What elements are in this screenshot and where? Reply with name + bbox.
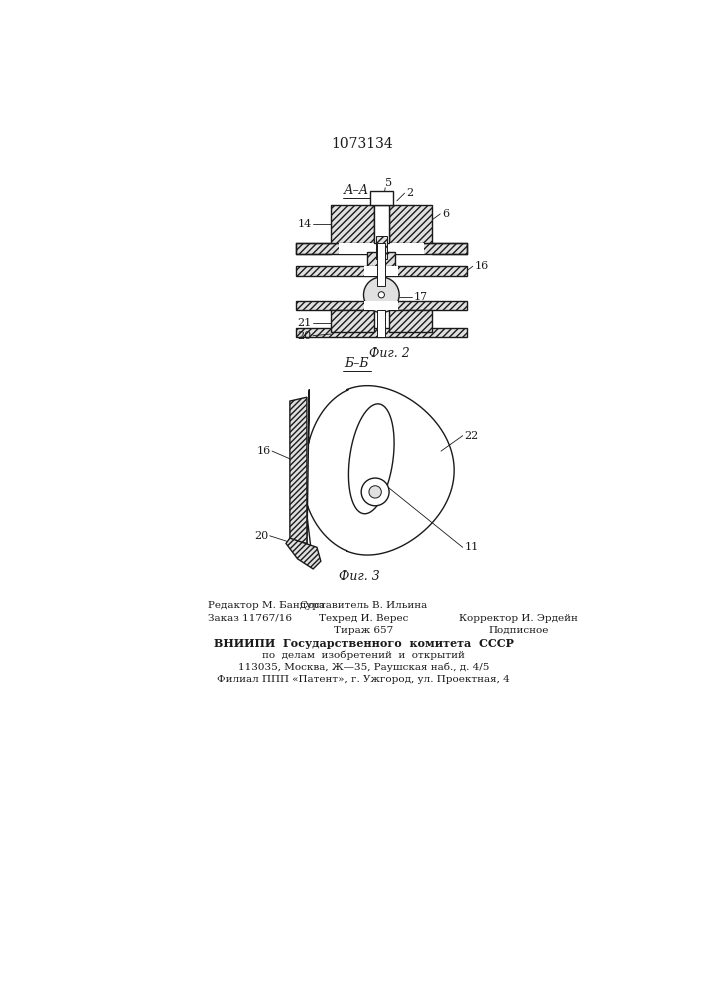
Bar xyxy=(378,243,385,286)
Bar xyxy=(368,252,395,266)
Bar xyxy=(376,235,387,259)
Bar xyxy=(378,310,385,337)
Text: по  делам  изобретений  и  открытий: по делам изобретений и открытий xyxy=(262,651,465,660)
Text: Фиг. 2: Фиг. 2 xyxy=(368,347,409,360)
Text: 16: 16 xyxy=(474,261,489,271)
Text: 5: 5 xyxy=(385,178,392,188)
Text: Филиал ППП «Патент», г. Ужгород, ул. Проектная, 4: Филиал ППП «Патент», г. Ужгород, ул. Про… xyxy=(217,675,510,684)
Text: 11: 11 xyxy=(464,542,479,552)
Polygon shape xyxy=(349,404,394,514)
Text: ВНИИПИ  Государственного  комитета  СССР: ВНИИПИ Государственного комитета СССР xyxy=(214,638,513,649)
Text: Б–Б: Б–Б xyxy=(344,357,368,370)
Circle shape xyxy=(363,277,399,312)
Circle shape xyxy=(361,478,389,506)
Bar xyxy=(373,205,389,243)
Text: 14: 14 xyxy=(298,219,312,229)
Text: 1073134: 1073134 xyxy=(331,137,393,151)
Polygon shape xyxy=(305,386,454,555)
Bar xyxy=(389,205,432,243)
Polygon shape xyxy=(286,538,321,569)
Bar xyxy=(370,191,393,205)
Text: 17: 17 xyxy=(414,292,428,302)
Text: Тираж 657: Тираж 657 xyxy=(334,626,393,635)
Circle shape xyxy=(369,486,381,498)
Bar xyxy=(296,266,467,276)
Bar xyxy=(296,243,467,254)
Text: Подписное: Подписное xyxy=(489,626,549,635)
Text: 22: 22 xyxy=(464,431,479,441)
Bar xyxy=(364,266,398,276)
Text: Техред И. Верес: Техред И. Верес xyxy=(319,614,408,623)
Text: 6: 6 xyxy=(442,209,449,219)
Text: 113035, Москва, Ж—35, Раушская наб., д. 4/5: 113035, Москва, Ж—35, Раушская наб., д. … xyxy=(238,663,489,672)
Bar xyxy=(296,328,467,337)
Text: Составитель В. Ильина: Составитель В. Ильина xyxy=(300,601,427,610)
Text: Заказ 11767/16: Заказ 11767/16 xyxy=(209,614,293,623)
Polygon shape xyxy=(290,397,307,544)
Text: 21: 21 xyxy=(298,318,312,328)
Text: Редактор М. Бандура: Редактор М. Бандура xyxy=(209,601,326,610)
Text: А–А: А–А xyxy=(344,184,369,197)
Bar xyxy=(339,243,424,254)
Bar xyxy=(331,310,373,332)
Circle shape xyxy=(378,292,385,298)
Text: 16: 16 xyxy=(256,446,271,456)
Text: Фиг. 3: Фиг. 3 xyxy=(339,570,380,583)
Text: 20: 20 xyxy=(298,331,312,341)
Text: 20: 20 xyxy=(254,531,268,541)
Bar xyxy=(389,310,432,332)
Text: Корректор И. Эрдейн: Корректор И. Эрдейн xyxy=(459,614,578,623)
Bar xyxy=(331,205,373,243)
Text: 2: 2 xyxy=(406,188,414,198)
Bar xyxy=(364,301,398,310)
Bar xyxy=(296,301,467,310)
